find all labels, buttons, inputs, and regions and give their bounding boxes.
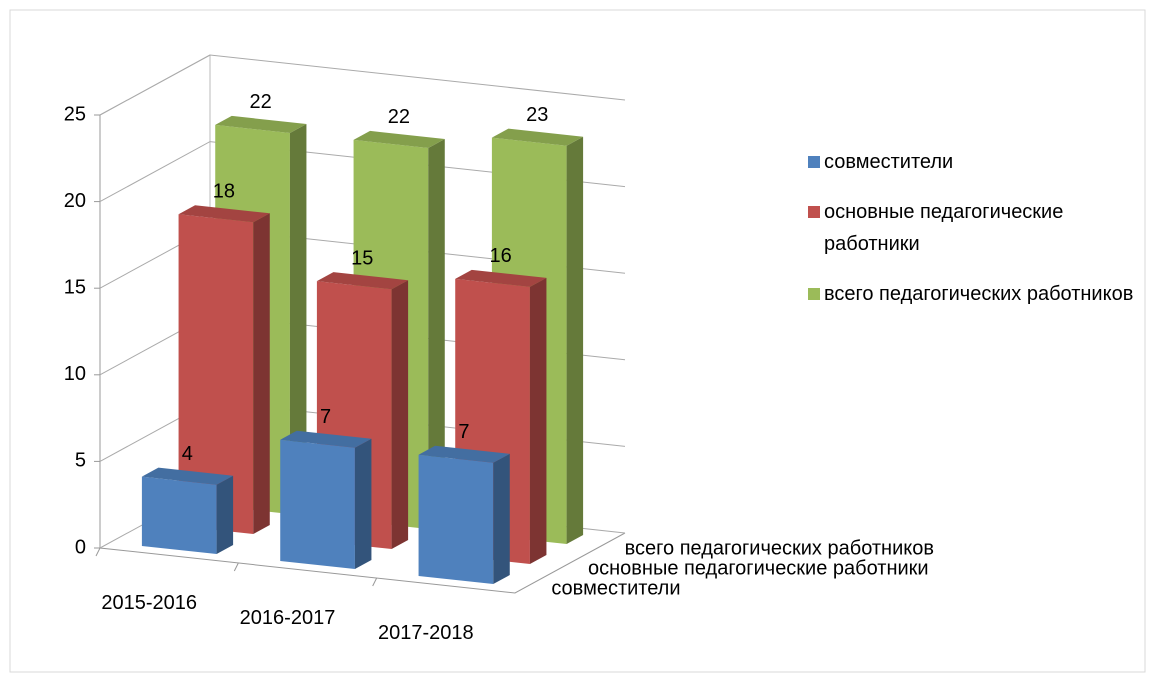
value-label: 16 [489, 245, 511, 267]
grid-line [99, 141, 626, 203]
x-tick-label: 2017-2018 [378, 622, 474, 644]
bar-top [215, 115, 307, 134]
value-label: 18 [213, 181, 235, 203]
bar-top [178, 205, 270, 223]
bar-side [216, 475, 234, 555]
x-tick [95, 547, 101, 557]
bar-front [418, 454, 494, 585]
bar-top [455, 269, 547, 287]
bar-side [289, 124, 307, 515]
bar-top [141, 467, 234, 485]
y-tick-label: 5 [75, 450, 86, 472]
bar-side [391, 280, 409, 550]
value-label: 7 [320, 406, 331, 428]
axis-line [99, 115, 626, 594]
legend-item: совместители [808, 146, 1138, 178]
depth-tick-label: совместители [551, 577, 680, 599]
legend-swatch [808, 288, 820, 300]
bar [418, 445, 510, 585]
legend-item: всего педагогических работников [808, 278, 1138, 310]
depth-tick-label: основные педагогические работники [588, 557, 929, 579]
bar-side [566, 136, 584, 545]
bar-top [280, 430, 372, 448]
bar-top [353, 130, 445, 149]
legend-label: основные педагогические работники [824, 201, 1064, 255]
bar-top [316, 272, 409, 290]
bar-front [141, 476, 217, 555]
bar-side [529, 277, 547, 565]
bar-side [253, 213, 270, 535]
legend-swatch [808, 206, 820, 218]
bar [178, 205, 270, 535]
y-tick-label: 15 [64, 276, 86, 298]
legend-item: основные педагогические работники [808, 196, 1138, 260]
bar [280, 430, 372, 570]
value-label: 23 [526, 104, 548, 126]
x-tick [372, 577, 378, 587]
legend-label: всего педагогических работников [824, 283, 1134, 305]
x-tick-label: 2015-2016 [101, 592, 197, 614]
chart-border [9, 9, 1146, 673]
y-tick-label: 20 [64, 190, 86, 212]
y-tick-label: 25 [64, 103, 86, 125]
bar-side [354, 438, 372, 570]
bar-side [493, 453, 510, 585]
bar-front [280, 439, 355, 570]
bar-top [491, 128, 584, 146]
legend-label: совместители [824, 151, 954, 173]
value-label: 22 [249, 91, 271, 113]
value-label: 22 [388, 106, 410, 128]
value-label: 7 [458, 421, 469, 443]
y-tick-label: 0 [75, 536, 86, 558]
x-tick [233, 562, 239, 572]
bar-top [418, 445, 510, 463]
value-label: 4 [182, 443, 193, 465]
bar-side [428, 139, 445, 530]
y-tick-label: 10 [64, 363, 86, 385]
depth-tick-label: всего педагогических работников [625, 537, 934, 559]
legend: совместители основные педагогические рабо… [808, 146, 1138, 328]
grid-line [99, 54, 626, 116]
x-tick-label: 2016-2017 [240, 607, 336, 629]
bar-front [178, 214, 254, 535]
legend-swatch [808, 156, 820, 168]
bar [141, 467, 234, 555]
value-label: 15 [351, 247, 373, 269]
